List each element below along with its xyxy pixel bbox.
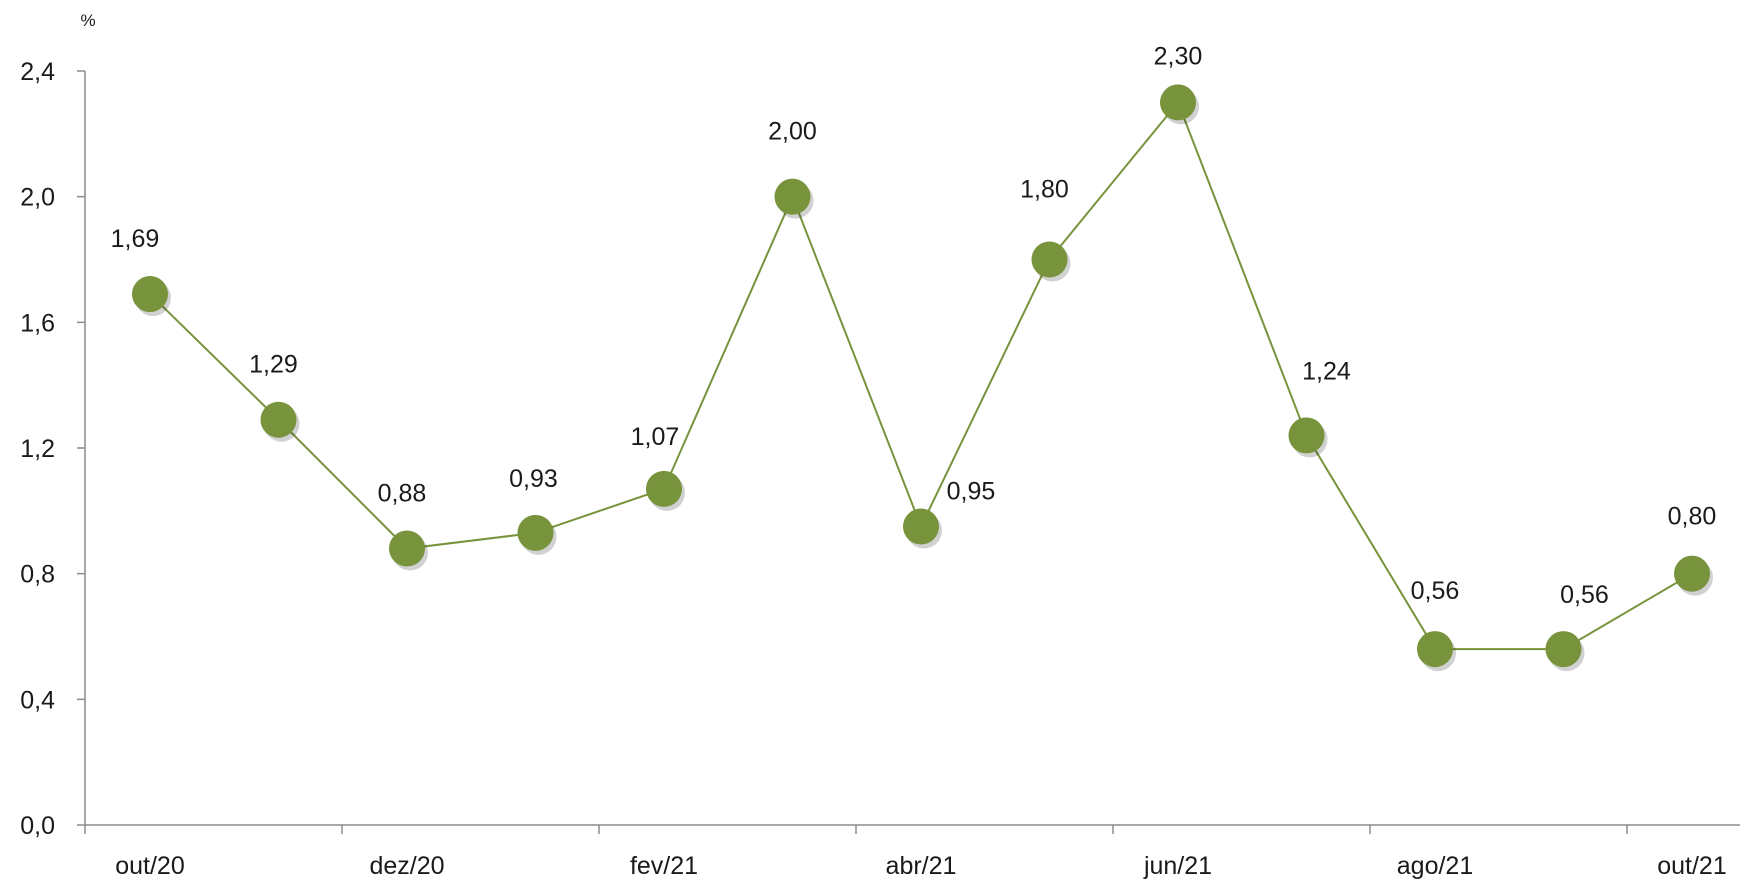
x-tick-label: abr/21 [886,852,957,880]
data-point [1031,241,1068,278]
x-tick-label: out/20 [115,852,185,880]
data-point [903,508,939,545]
data-point [1160,84,1196,121]
data-label: 1,07 [631,423,680,451]
x-tick-label: dez/20 [369,852,444,880]
data-point [774,178,811,215]
data-point [1674,555,1710,592]
data-label: 0,56 [1560,581,1609,609]
data-point [1417,631,1453,668]
data-label: 0,88 [378,480,427,508]
y-tick-label: 1,2 [20,435,55,463]
x-axis-ticks: out/20 dez/20 fev/21 abr/21 jun/21 ago/21 out/… [84,825,1727,880]
x-tick-label: ago/21 [1397,852,1473,880]
data-label: 0,80 [1668,503,1717,531]
data-point [389,530,425,567]
x-tick-label: out/21 [1657,852,1727,880]
data-labels: 1,69 1,29 0,88 0,93 1,07 2,00 0,95 1,80 2,30 1,24… [111,42,1717,609]
data-label: 0,56 [1411,577,1460,605]
y-unit-label: % [80,11,95,30]
y-tick-label: 2,4 [20,58,55,86]
data-point [132,276,168,313]
data-label: 0,95 [947,478,996,506]
data-label: 2,30 [1154,42,1203,70]
data-point [260,401,297,438]
data-label: 0,93 [509,465,558,493]
x-tick-label: fev/21 [630,852,698,880]
series-group [132,84,1713,672]
data-label: 2,00 [768,118,817,146]
data-label: 1,80 [1020,176,1069,204]
data-label: 1,29 [249,351,298,379]
y-tick-label: 0,8 [20,561,55,589]
data-point [646,470,682,507]
data-label: 1,69 [111,225,160,253]
data-point [1545,631,1582,668]
axes [84,71,1740,826]
y-tick-label: 1,6 [20,309,55,337]
series-line [149,100,1693,651]
y-axis-ticks: 0,0 0,4 0,8 1,2 1,6 2,0 2,4 [20,58,85,840]
x-tick-label: jun/21 [1143,852,1212,880]
y-tick-label: 0,4 [20,686,55,714]
data-point [517,514,554,551]
y-tick-label: 2,0 [20,184,55,212]
data-point [1288,417,1325,454]
data-label: 1,24 [1302,357,1351,385]
y-tick-label: 0,0 [20,812,55,840]
